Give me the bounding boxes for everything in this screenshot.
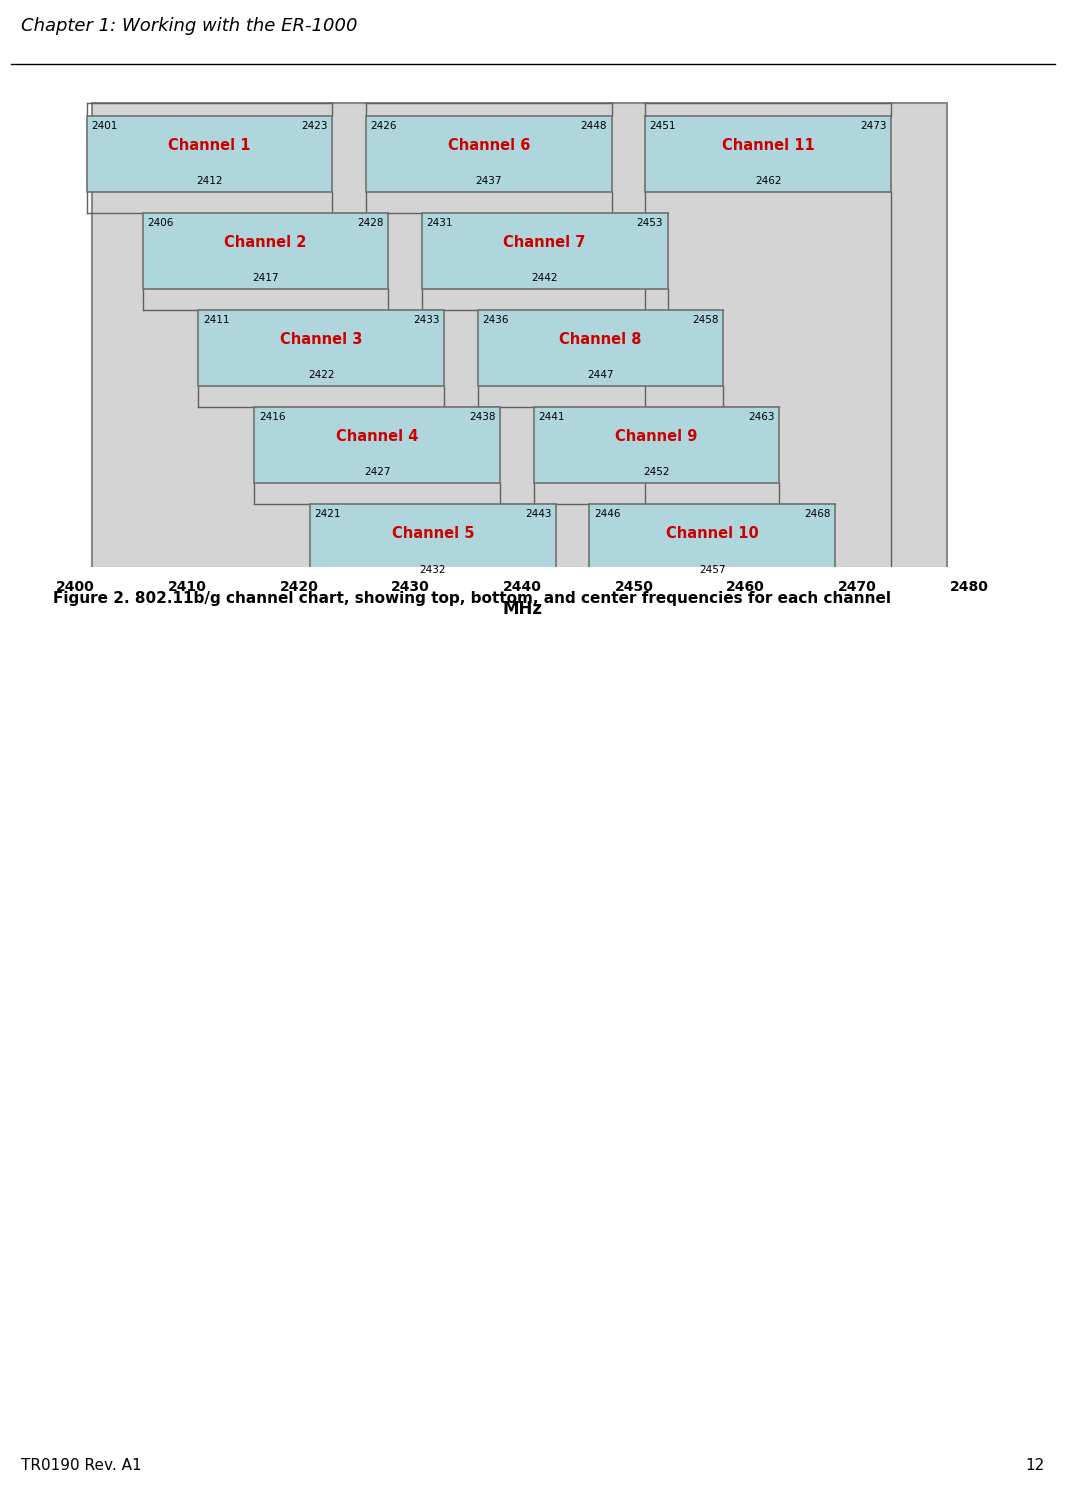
Text: 2401: 2401 bbox=[92, 121, 117, 131]
Text: 2473: 2473 bbox=[860, 121, 887, 131]
Text: 2427: 2427 bbox=[364, 467, 390, 477]
Text: 2443: 2443 bbox=[524, 509, 551, 519]
Text: 2423: 2423 bbox=[302, 121, 328, 131]
Text: 2436: 2436 bbox=[482, 315, 508, 325]
Text: 2446: 2446 bbox=[594, 509, 620, 519]
Bar bbox=[143, 213, 388, 289]
Text: 2451: 2451 bbox=[649, 121, 676, 131]
Text: Channel 8: Channel 8 bbox=[560, 333, 642, 348]
Bar bbox=[422, 213, 667, 289]
Text: 2431: 2431 bbox=[426, 218, 453, 228]
Text: Channel 7: Channel 7 bbox=[503, 236, 586, 251]
Text: 2433: 2433 bbox=[414, 315, 439, 325]
Text: Channel 3: Channel 3 bbox=[280, 333, 362, 348]
Text: 2442: 2442 bbox=[532, 273, 558, 283]
Text: Channel 11: Channel 11 bbox=[722, 137, 814, 154]
Text: 2468: 2468 bbox=[804, 509, 830, 519]
Text: 2452: 2452 bbox=[643, 467, 669, 477]
X-axis label: MHz: MHz bbox=[502, 600, 543, 618]
Bar bbox=[533, 407, 779, 483]
Text: 2406: 2406 bbox=[147, 218, 174, 228]
Text: Channel 6: Channel 6 bbox=[448, 137, 530, 154]
Text: 2437: 2437 bbox=[475, 176, 502, 186]
Text: 2447: 2447 bbox=[587, 370, 614, 380]
Text: 2458: 2458 bbox=[693, 315, 718, 325]
Text: 2412: 2412 bbox=[196, 176, 223, 186]
Text: 12: 12 bbox=[1025, 1458, 1045, 1474]
Text: 2448: 2448 bbox=[581, 121, 608, 131]
Text: 2417: 2417 bbox=[253, 273, 278, 283]
Text: 2416: 2416 bbox=[259, 412, 286, 422]
Text: 2463: 2463 bbox=[748, 412, 775, 422]
Bar bbox=[310, 504, 555, 580]
Bar bbox=[86, 116, 333, 192]
Bar bbox=[366, 116, 612, 192]
Bar bbox=[589, 504, 835, 580]
Text: 2462: 2462 bbox=[755, 176, 781, 186]
Text: Channel 2: Channel 2 bbox=[224, 236, 307, 251]
Text: 2422: 2422 bbox=[308, 370, 335, 380]
Bar bbox=[478, 310, 724, 386]
Text: Channel 4: Channel 4 bbox=[336, 430, 418, 445]
Text: Figure 2. 802.11b/g channel chart, showing top, bottom, and center frequencies f: Figure 2. 802.11b/g channel chart, showi… bbox=[53, 591, 891, 606]
Text: Chapter 1: Working with the ER-1000: Chapter 1: Working with the ER-1000 bbox=[21, 16, 358, 34]
Text: 2432: 2432 bbox=[420, 564, 447, 574]
Text: 2421: 2421 bbox=[314, 509, 341, 519]
Bar bbox=[645, 116, 891, 192]
Text: 2438: 2438 bbox=[469, 412, 496, 422]
Text: Channel 1: Channel 1 bbox=[168, 137, 251, 154]
Text: Channel 5: Channel 5 bbox=[391, 527, 474, 542]
Text: 2426: 2426 bbox=[371, 121, 397, 131]
Text: Channel 9: Channel 9 bbox=[615, 430, 697, 445]
Text: 2411: 2411 bbox=[203, 315, 229, 325]
Bar bbox=[255, 407, 500, 483]
Text: 2441: 2441 bbox=[538, 412, 565, 422]
Text: TR0190 Rev. A1: TR0190 Rev. A1 bbox=[21, 1458, 142, 1474]
Text: 2453: 2453 bbox=[636, 218, 663, 228]
Text: 2428: 2428 bbox=[357, 218, 384, 228]
Text: Channel 10: Channel 10 bbox=[666, 527, 759, 542]
Text: 2457: 2457 bbox=[699, 564, 726, 574]
Bar bbox=[198, 310, 445, 386]
